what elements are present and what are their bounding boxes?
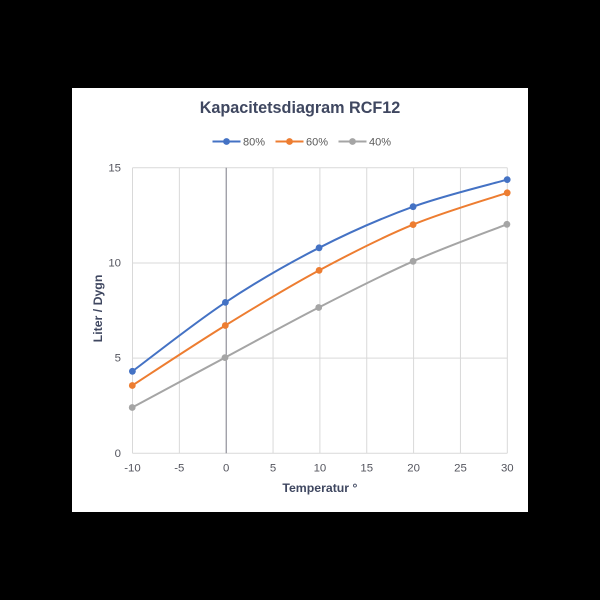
svg-text:5: 5 [115, 353, 121, 365]
svg-text:Liter / Dygn: Liter / Dygn [91, 275, 105, 343]
svg-text:25: 25 [454, 463, 467, 475]
svg-text:40%: 40% [369, 137, 391, 149]
svg-text:-5: -5 [174, 463, 184, 475]
svg-text:Temperatur °: Temperatur ° [282, 481, 357, 495]
svg-text:-10: -10 [124, 463, 140, 475]
svg-text:0: 0 [223, 463, 229, 475]
svg-text:60%: 60% [306, 137, 328, 149]
svg-text:15: 15 [108, 162, 121, 174]
svg-text:10: 10 [108, 258, 121, 270]
svg-text:10: 10 [314, 463, 327, 475]
svg-text:5: 5 [270, 463, 276, 475]
svg-text:20: 20 [407, 463, 420, 475]
svg-text:80%: 80% [243, 137, 265, 149]
svg-text:Kapacitetsdiagram RCF12: Kapacitetsdiagram RCF12 [200, 99, 401, 117]
svg-text:15: 15 [360, 463, 373, 475]
svg-text:0: 0 [115, 448, 121, 460]
svg-text:30: 30 [501, 463, 514, 475]
